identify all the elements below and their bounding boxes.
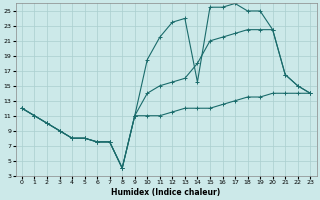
X-axis label: Humidex (Indice chaleur): Humidex (Indice chaleur) bbox=[111, 188, 221, 197]
